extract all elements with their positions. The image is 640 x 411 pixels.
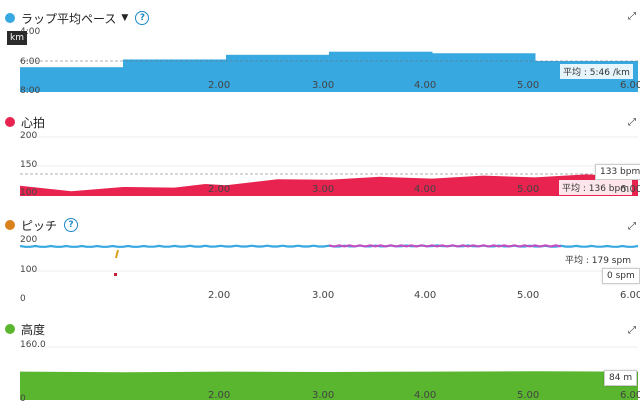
elevation-plot[interactable]: [20, 346, 638, 400]
elevation-y-tick: 160.0: [20, 340, 46, 350]
pace-title: ラップ平均ペース: [21, 11, 117, 26]
cadence-x-tick: 3.00: [312, 290, 335, 301]
cadence-plot[interactable]: [20, 240, 638, 302]
pace-x-tick: 4.00: [414, 80, 437, 91]
hr-tooltip: 133 bpm: [595, 164, 640, 180]
hr-y-tick: 150: [20, 160, 38, 170]
heart-rate-panel: 心拍 ⤢ 200 150 100 133 bpm 平均 : 136 bpm 2.…: [0, 108, 640, 204]
dropdown-caret-icon[interactable]: ▼: [121, 13, 129, 23]
pace-header: ラップ平均ペース ▼ ?: [0, 7, 150, 29]
hr-x-tick: 2.00: [208, 184, 231, 195]
cadence-avg-label: 平均 : 179 spm: [562, 252, 634, 267]
cadence-panel: ピッチ ? ⤢ 200 100 0 平均 : 179 spm 0 spm 2.0…: [0, 212, 640, 308]
hr-y-tick: 100: [20, 188, 38, 198]
elevation-panel: 高度 ⤢ 160.0 0 84 m 2.00 3.00 4.00 5.00 6.…: [0, 318, 640, 411]
hr-chart-svg: [20, 136, 638, 196]
hr-y-tick: 200: [20, 131, 38, 141]
cadence-x-tick: 2.00: [208, 290, 231, 301]
pace-avg-label: 平均 : 5:46 /km: [560, 64, 633, 79]
pace-panel: ラップ平均ペース ▼ ? ⤢ 4:00 6:00 8:00 km 平均 : 5:…: [0, 0, 640, 104]
pace-lap-bar: [123, 59, 227, 92]
cadence-high-segment: [328, 244, 562, 248]
elevation-header: 高度: [0, 318, 45, 340]
expand-icon[interactable]: ⤢: [628, 117, 636, 128]
elevation-chart-svg: [20, 346, 638, 400]
cadence-y-tick: 200: [20, 235, 38, 245]
cadence-header: ピッチ ?: [0, 214, 79, 236]
hr-header: 心拍: [0, 111, 45, 133]
expand-icon[interactable]: ⤢: [628, 11, 636, 22]
elevation-area: [20, 371, 638, 400]
elevation-x-tick: 5.00: [517, 390, 540, 401]
pace-y-tick-top: 4:00: [20, 27, 41, 37]
cadence-dot-icon: [5, 220, 15, 230]
cadence-tooltip: 0 spm: [602, 268, 640, 284]
elevation-x-tick: 6.00: [620, 390, 640, 401]
hr-title: 心拍: [21, 115, 46, 130]
elevation-tooltip: 84 m: [604, 370, 638, 386]
pace-unit-badge: km: [7, 31, 27, 45]
hr-dot-icon: [5, 117, 15, 127]
help-icon[interactable]: ?: [64, 218, 79, 232]
cadence-x-tick: 5.00: [517, 290, 540, 301]
cadence-x-tick: 6.00: [620, 290, 640, 301]
elevation-x-tick: 4.00: [414, 390, 437, 401]
cadence-outlier: [114, 273, 117, 276]
hr-x-tick: 5.00: [517, 184, 540, 195]
expand-icon[interactable]: ⤢: [628, 221, 636, 232]
pace-y-tick-bottom: 8:00: [20, 86, 41, 96]
pace-lap-bar: [432, 53, 536, 92]
pace-y-tick-mid: 6:00: [20, 57, 41, 67]
pace-dot-icon: [5, 13, 15, 23]
pace-x-tick: 5.00: [517, 80, 540, 91]
hr-area: [20, 174, 638, 196]
pace-lap-bar: [20, 67, 124, 92]
cadence-y-tick: 100: [20, 265, 38, 275]
elevation-dot-icon: [5, 324, 15, 334]
hr-x-tick: 4.00: [414, 184, 437, 195]
pace-x-tick: 3.00: [312, 80, 335, 91]
pace-lap-bar: [329, 51, 433, 92]
cadence-chart-svg: [20, 244, 638, 276]
elevation-x-tick: 2.00: [208, 390, 231, 401]
hr-x-tick: 6.00: [620, 184, 640, 195]
cadence-spike: [115, 249, 119, 259]
cadence-y-tick: 0: [20, 294, 26, 304]
elevation-y-tick: 0: [20, 394, 26, 404]
elevation-title: 高度: [21, 322, 46, 337]
elevation-x-tick: 3.00: [312, 390, 335, 401]
help-icon[interactable]: ?: [135, 11, 150, 25]
pace-x-tick: 6.00: [620, 80, 640, 91]
cadence-x-tick: 4.00: [414, 290, 437, 301]
pace-x-tick: 2.00: [208, 80, 231, 91]
cadence-title: ピッチ: [21, 218, 58, 233]
hr-avg-label: 平均 : 136 bpm: [559, 180, 632, 195]
hr-x-tick: 3.00: [312, 184, 335, 195]
expand-icon[interactable]: ⤢: [628, 325, 636, 336]
hr-plot[interactable]: [20, 136, 638, 198]
